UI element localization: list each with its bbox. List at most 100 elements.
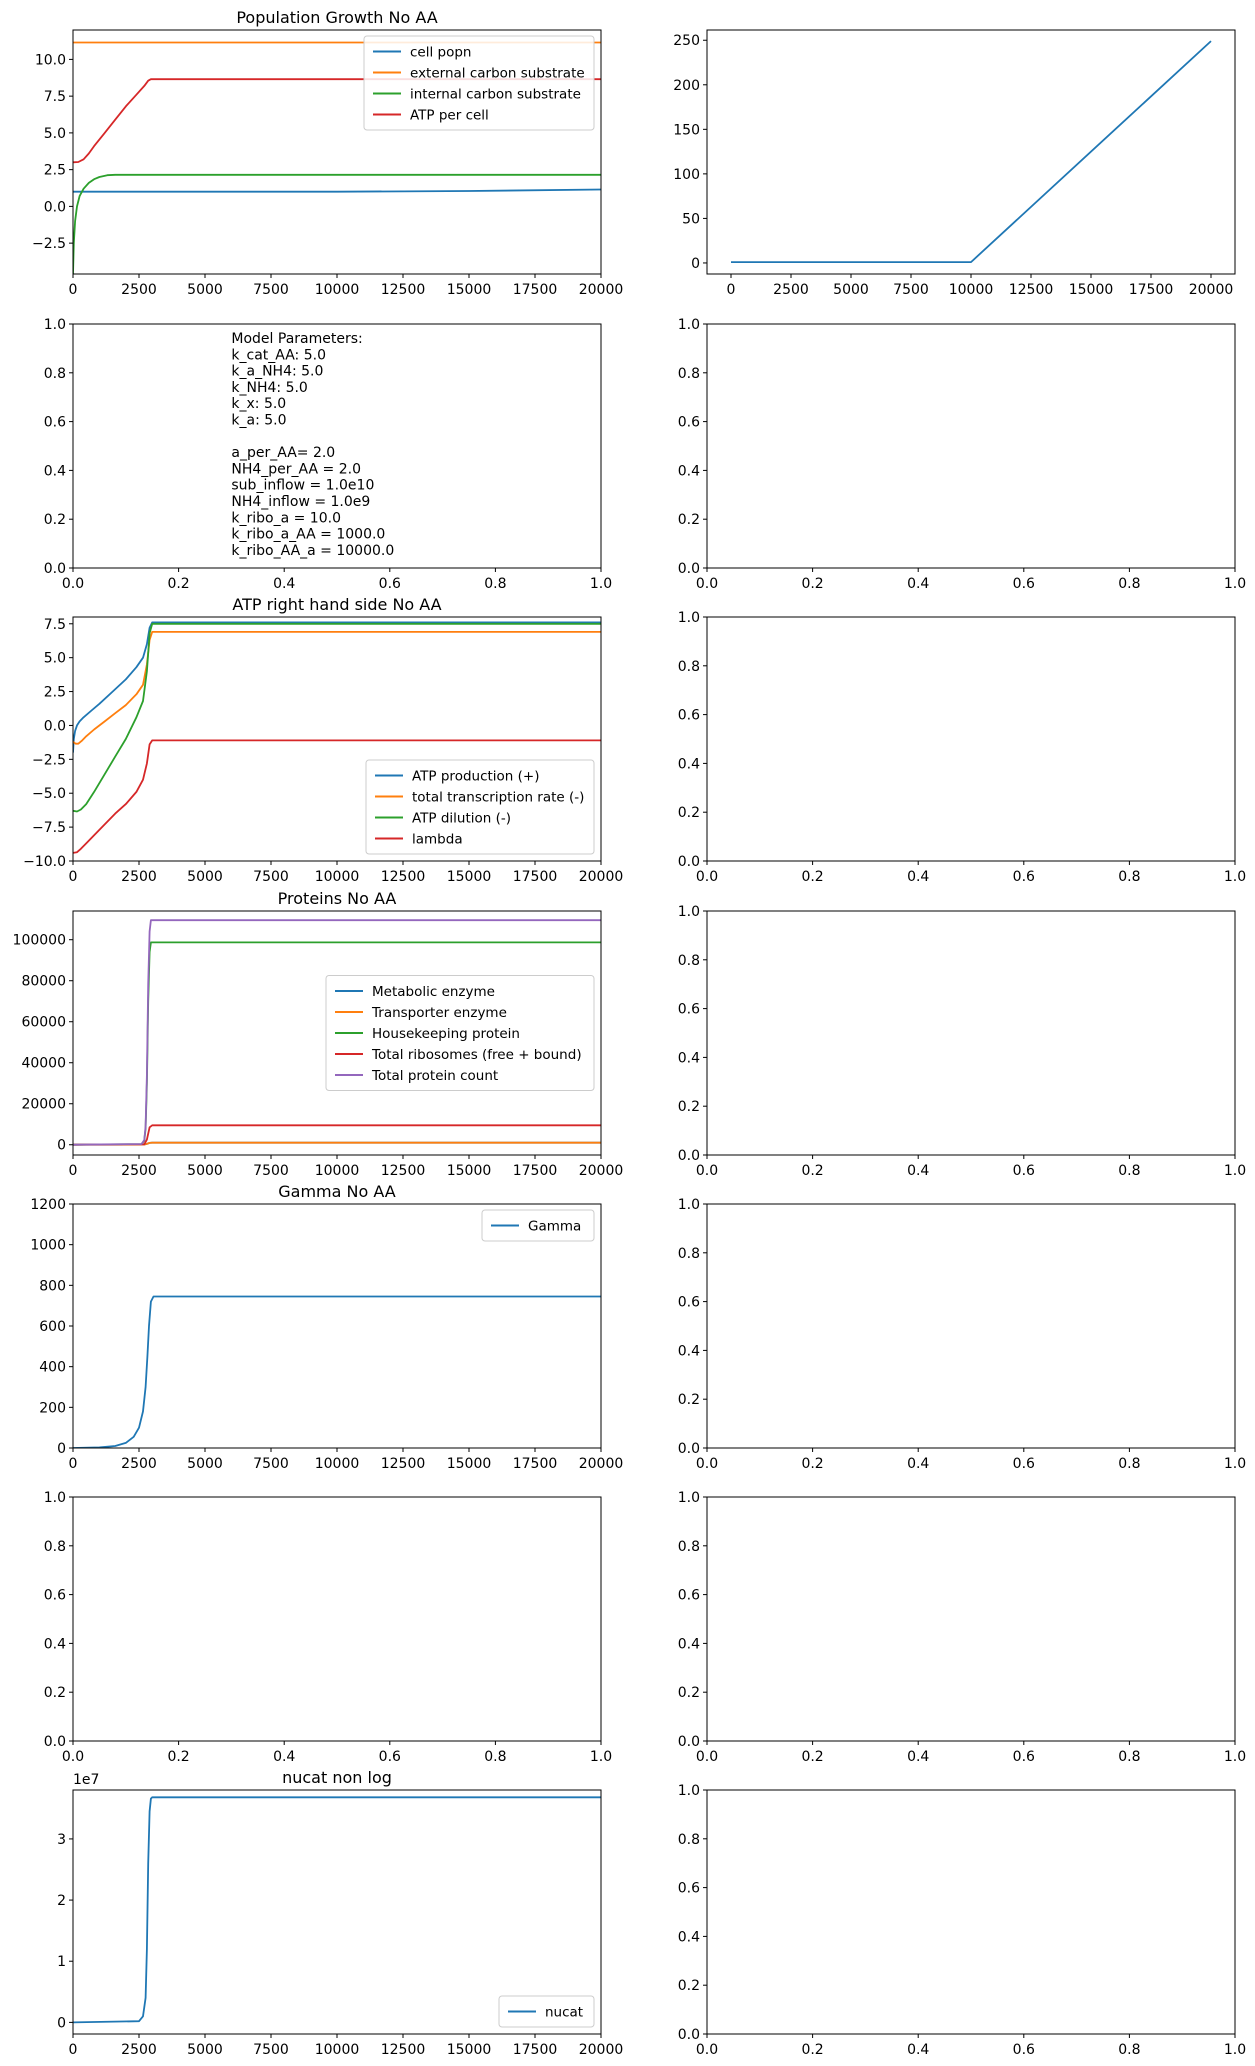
y-tick-label: 0.6	[678, 1588, 700, 1604]
axes-frame	[706, 323, 1236, 569]
x-tick-label: 10000	[949, 282, 994, 298]
x-tick-label: 10000	[315, 1163, 360, 1179]
x-tick-label: 15000	[447, 1163, 492, 1179]
y-tick-label: 0.4	[678, 1343, 700, 1359]
x-tick-label: 5000	[187, 1456, 223, 1472]
plot-area	[731, 40, 1212, 264]
y-tick-label: 200	[39, 1400, 66, 1416]
x-tick-label: 0.4	[907, 869, 929, 885]
y-tick-label: 0.2	[678, 1392, 700, 1408]
x-tick-label: 20000	[579, 869, 624, 885]
x-tick-label: 0.8	[1118, 2042, 1140, 2058]
legend-label: Metabolic enzyme	[372, 984, 495, 1000]
x-tick-label: 17500	[1129, 282, 1174, 298]
legend-label: Housekeeping protein	[372, 1026, 520, 1042]
x-tick-label: 0.2	[801, 576, 823, 592]
legend: nucat	[498, 1995, 595, 2028]
y-tick-label: 2.5	[44, 685, 66, 701]
y-tick-label: 2.5	[44, 163, 66, 179]
y-tick-label: 0.8	[44, 1539, 66, 1555]
parameter-line: k_ribo_a_AA = 1000.0	[231, 527, 385, 543]
y-tick-label: 0.0	[678, 1441, 700, 1457]
x-tick-label: 2500	[773, 282, 809, 298]
y-tick-label: 50	[682, 211, 700, 227]
y-tick-label: 150	[673, 122, 700, 138]
y-tick-label: −2.5	[32, 752, 66, 768]
y-tick-label: 0.2	[678, 805, 700, 821]
x-tick-label: 0.4	[907, 2042, 929, 2058]
x-tick-label: 7500	[253, 1456, 289, 1472]
y-tick-label: 0.4	[678, 1929, 700, 1945]
y-tick-label: 7.5	[44, 89, 66, 105]
chart-title: Population Growth No AA	[236, 8, 437, 27]
x-tick-label: 0.2	[801, 1456, 823, 1472]
parameter-line: a_per_AA= 2.0	[231, 445, 335, 461]
y-tick-label: 0.4	[678, 1636, 700, 1652]
axes-frame	[706, 1789, 1236, 2035]
panel-p4: 0 2500 5000 7500 10000 12500 15000 17500 20000 −1…	[23, 595, 623, 885]
y-tick-label: 0.6	[678, 708, 700, 724]
x-tick-label: 0	[69, 1163, 78, 1179]
axes-frame	[706, 29, 1236, 275]
panel-p6: 0 2500 5000 7500 10000 12500 15000 17500 20000 0 2…	[13, 889, 624, 1179]
axes-frame	[72, 323, 602, 569]
series-line-total-ribosomes-free-bound-	[73, 1124, 601, 1146]
x-tick-label: 2500	[121, 869, 157, 885]
x-tick-label: 7500	[253, 282, 289, 298]
parameter-line: sub_inflow = 1.0e10	[231, 478, 374, 494]
parameter-line: k_x: 5.0	[231, 396, 286, 412]
y-tick-label: 0.4	[678, 1050, 700, 1066]
x-tick-label: 0.4	[273, 1749, 295, 1765]
y-tick-label: 1.0	[678, 610, 700, 626]
x-tick-label: 0	[69, 1456, 78, 1472]
legend-label: lambda	[412, 832, 463, 848]
x-tick-label: 2500	[121, 1163, 157, 1179]
x-tick-label: 12500	[381, 2042, 426, 2058]
x-tick-label: 12500	[381, 1163, 426, 1179]
legend-box	[325, 975, 595, 1091]
axes-frame	[706, 616, 1236, 862]
y-tick-label: 0.0	[678, 1734, 700, 1750]
x-tick-label: 0.4	[907, 1456, 929, 1472]
x-tick-label: 0.8	[1118, 1163, 1140, 1179]
y-tick-label: 600	[39, 1319, 66, 1335]
panel-p2: 0.0 0.2 0.4 0.6 0.8 1.0 0.0 0.2 0.4 0.6 0.8 1.0 Mode…	[44, 317, 612, 592]
x-tick-label: 0.0	[696, 2042, 718, 2058]
y-tick-label: 0.0	[678, 854, 700, 870]
y-tick-label: 0.0	[44, 1734, 66, 1750]
y-tick-label: 0.4	[44, 1636, 66, 1652]
y-tick-label: 0.0	[678, 2027, 700, 2043]
x-tick-label: 5000	[187, 869, 223, 885]
x-tick-label: 0.0	[62, 1749, 84, 1765]
y-tick-label: 0.2	[678, 1685, 700, 1701]
y-tick-label: 800	[39, 1278, 66, 1294]
chart-title: Proteins No AA	[278, 889, 397, 908]
y-tick-label: 1.0	[678, 1783, 700, 1799]
x-tick-label: 0.0	[696, 576, 718, 592]
y-tick-label: 0.2	[44, 512, 66, 528]
y-tick-label: −7.5	[32, 820, 66, 836]
y-tick-label: 0.8	[678, 366, 700, 382]
y-tick-label: 0.6	[678, 1881, 700, 1897]
x-tick-label: 0.4	[907, 1163, 929, 1179]
legend-label: Transporter enzyme	[371, 1005, 507, 1021]
y-tick-label: 1000	[30, 1238, 66, 1254]
axes-frame	[72, 1496, 602, 1742]
panel-p0: 0 2500 5000 7500 10000 12500 15000 17500 20000 −2…	[32, 8, 623, 298]
x-tick-label: 15000	[447, 869, 492, 885]
x-tick-label: 12500	[381, 282, 426, 298]
x-tick-label: 0	[69, 869, 78, 885]
y-tick-label: 0.0	[678, 1148, 700, 1164]
axes-frame	[706, 1496, 1236, 1742]
series-line-internal-carbon-substrate	[73, 173, 601, 274]
x-tick-label: 7500	[253, 869, 289, 885]
parameter-line: NH4_per_AA = 2.0	[231, 461, 361, 477]
legend-box	[365, 759, 595, 855]
y-tick-label: 2	[57, 1893, 66, 1909]
series-line-total-transcription-rate-	[73, 631, 601, 745]
x-tick-label: 7500	[253, 2042, 289, 2058]
x-tick-label: 17500	[513, 282, 558, 298]
x-tick-label: 0.6	[1013, 1456, 1035, 1472]
x-tick-label: 2500	[121, 1456, 157, 1472]
